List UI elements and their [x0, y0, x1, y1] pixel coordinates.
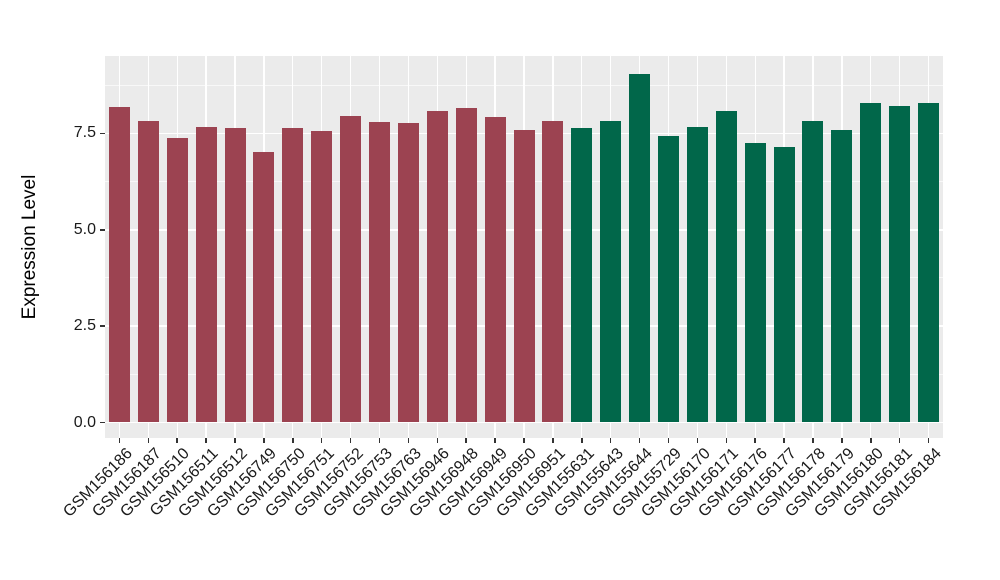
bar-GSM156177	[773, 146, 795, 423]
x-tick	[754, 438, 756, 443]
x-tick	[725, 438, 728, 443]
bar-GSM155643	[600, 121, 622, 423]
bar-GSM155644	[629, 73, 651, 423]
plot-panel	[105, 56, 943, 438]
bar-GSM156180	[860, 103, 882, 423]
x-tick	[898, 438, 901, 443]
y-tick	[99, 132, 105, 135]
bar-GSM156948	[455, 108, 477, 423]
x-tick	[783, 438, 785, 443]
bar-GSM156751	[311, 131, 333, 423]
bar-GSM156179	[831, 129, 853, 423]
bar-GSM156181	[889, 106, 911, 423]
bar-GSM156176	[744, 143, 766, 423]
bar-GSM156753	[369, 121, 391, 423]
x-tick	[118, 438, 121, 443]
bar-GSM156750	[282, 127, 304, 423]
y-tick-label: 0.0	[73, 413, 96, 431]
bar-GSM156510	[166, 137, 188, 423]
x-tick	[378, 438, 381, 443]
x-tick	[870, 438, 872, 443]
x-tick	[292, 438, 294, 443]
y-tick-label: 7.5	[73, 124, 96, 142]
bar-GSM155729	[657, 136, 679, 423]
x-tick	[465, 438, 467, 443]
y-axis-title-text: Expression Level	[19, 174, 40, 320]
x-tick	[349, 438, 352, 443]
bar-GSM156752	[340, 116, 362, 423]
x-tick	[320, 438, 323, 443]
x-tick	[234, 438, 236, 443]
bar-GSM156763	[397, 123, 419, 423]
bar-GSM156950	[513, 130, 535, 423]
bar-GSM156951	[542, 121, 564, 423]
y-tick	[99, 421, 105, 424]
x-tick	[609, 438, 612, 443]
bar-GSM156171	[715, 111, 737, 423]
x-tick	[263, 438, 265, 443]
bar-GSM156946	[426, 110, 448, 423]
y-tick	[99, 325, 105, 327]
x-tick	[523, 438, 525, 443]
x-tick	[812, 438, 814, 443]
y-tick-label: 2.5	[73, 317, 96, 335]
x-tick	[494, 438, 496, 443]
bar-GSM156511	[195, 126, 217, 423]
bar-GSM156178	[802, 121, 824, 423]
bar-GSM156184	[918, 103, 940, 423]
bar-GSM156186	[108, 106, 130, 423]
x-tick	[176, 438, 178, 443]
x-tick	[436, 438, 439, 443]
bar-GSM155631	[571, 128, 593, 423]
x-tick	[638, 438, 641, 443]
x-tick	[841, 438, 843, 443]
x-tick	[696, 438, 699, 443]
bar-GSM156170	[686, 126, 708, 423]
x-tick	[205, 438, 207, 443]
x-tick	[667, 438, 670, 443]
y-tick	[99, 229, 105, 231]
y-tick-label: 5.0	[73, 220, 96, 238]
bar-GSM156749	[253, 152, 275, 423]
x-tick	[927, 438, 930, 443]
x-tick	[552, 438, 554, 443]
bar-GSM156949	[484, 117, 506, 423]
x-tick	[581, 438, 583, 443]
x-tick	[147, 438, 150, 443]
bar-GSM156512	[224, 128, 246, 423]
x-tick	[407, 438, 410, 443]
bar-GSM156187	[137, 121, 159, 423]
